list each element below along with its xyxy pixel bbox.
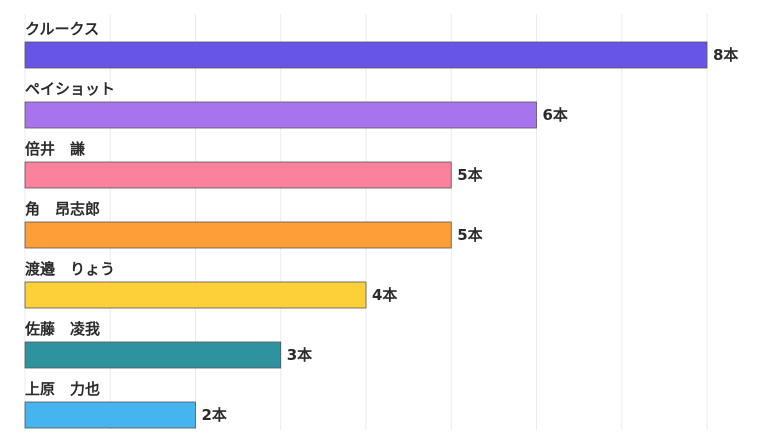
category-label: 渡邉 りょう [25,260,115,278]
bar [24,401,196,429]
value-label: 5本 [457,226,482,244]
value-label: 4本 [372,286,397,304]
value-label: 2本 [202,406,227,424]
value-label: 3本 [287,346,312,364]
bars [24,41,708,429]
category-label: 倍井 謙 [25,140,85,158]
bar [24,341,282,369]
bar [24,101,537,129]
value-label: 8本 [713,46,738,64]
bar [24,161,452,189]
value-label: 5本 [457,166,482,184]
value-label: 6本 [543,106,568,124]
category-label: 角 昂志郎 [25,200,100,218]
category-label: 上原 力也 [25,380,100,398]
bar [24,41,708,69]
category-label: 佐藤 凌我 [24,320,100,338]
bar [24,281,367,309]
category-label: クルークス [25,20,99,38]
category-label: ペイショット [25,80,115,98]
bar [24,221,452,249]
